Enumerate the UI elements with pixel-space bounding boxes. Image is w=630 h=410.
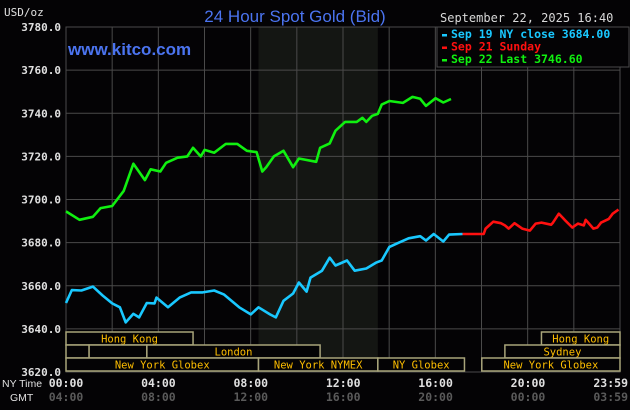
x-tick-label: 04:00: [141, 376, 176, 390]
series-line-1: [462, 208, 620, 236]
session-new-york-nymex: New York NYMEX: [257, 357, 379, 372]
session-hong-kong: Hong Kong: [540, 331, 621, 346]
legend-swatch: [442, 59, 447, 62]
x-tick-label: 03:59: [593, 390, 628, 404]
session-new-york-globex: New York Globex: [481, 357, 621, 372]
legend-swatch: [442, 46, 447, 49]
x-tick-label: 00:00: [511, 390, 546, 404]
x-row-label: NY Time: [2, 378, 42, 390]
x-tick-label: 12:00: [326, 376, 361, 390]
x-tick-label: 12:00: [233, 390, 268, 404]
session-label: New York Globex: [503, 360, 598, 372]
x-tick-label: 20:00: [418, 390, 453, 404]
x-tick-label: 08:00: [141, 390, 176, 404]
session-london: London: [146, 344, 321, 359]
legend-swatch: [442, 34, 447, 37]
y-tick-label: 3640.0: [21, 323, 61, 336]
x-tick-label: 04:00: [49, 390, 84, 404]
x-row-label: GMT: [10, 392, 34, 404]
session-label: Hong Kong: [101, 334, 158, 346]
session-label: New York Globex: [115, 360, 210, 372]
y-tick-label: 3780.0: [21, 21, 61, 34]
session-ny-globex: NY Globex: [377, 357, 466, 372]
y-tick-label: 3760.0: [21, 64, 61, 77]
x-tick-label: 16:00: [418, 376, 453, 390]
timestamp: September 22, 2025 16:40: [440, 11, 613, 25]
series-line-2: [65, 95, 452, 222]
legend-entry: Sep 22 Last 3746.60: [451, 52, 583, 66]
session-hong-kong: Hong Kong: [65, 331, 194, 346]
x-tick-label: 16:00: [326, 390, 361, 404]
legend-box: [436, 26, 630, 68]
session-label: London: [215, 347, 253, 359]
session-new-york-globex: New York Globex: [65, 357, 260, 372]
y-tick-label: 3620.0: [21, 366, 61, 379]
series-line-0: [64, 232, 463, 324]
y-tick-label: 3700.0: [21, 194, 61, 207]
y-tick-label: 3720.0: [21, 150, 61, 163]
x-tick-label: 23:59: [593, 376, 628, 390]
chart-title: 24 Hour Spot Gold (Bid): [204, 7, 385, 26]
x-tick-label: 20:00: [511, 376, 546, 390]
watermark-url[interactable]: www.kitco.com: [67, 40, 191, 59]
session-box: [377, 357, 466, 372]
session-box: [481, 357, 621, 372]
session-label: Hong Kong: [552, 334, 609, 346]
x-tick-label: 08:00: [233, 376, 268, 390]
y-tick-label: 3680.0: [21, 237, 61, 250]
y-unit-label: USD/oz: [4, 6, 44, 19]
y-tick-label: 3740.0: [21, 107, 61, 120]
legend-entry: Sep 19 NY close 3684.00: [451, 27, 610, 41]
session-label: New York NYMEX: [274, 360, 363, 372]
session-label: NY Globex: [393, 360, 450, 372]
legend-entry: Sep 21 Sunday: [451, 40, 541, 54]
session-sydney: Sydney: [504, 344, 621, 359]
session-segment: [65, 344, 90, 359]
session-label: Sydney: [543, 347, 581, 359]
y-tick-label: 3660.0: [21, 280, 61, 293]
session-segment: [88, 344, 148, 359]
session-box: [88, 344, 148, 359]
plot-frame: [65, 26, 621, 373]
session-box: [65, 344, 90, 359]
x-tick-label: 00:00: [49, 376, 84, 390]
